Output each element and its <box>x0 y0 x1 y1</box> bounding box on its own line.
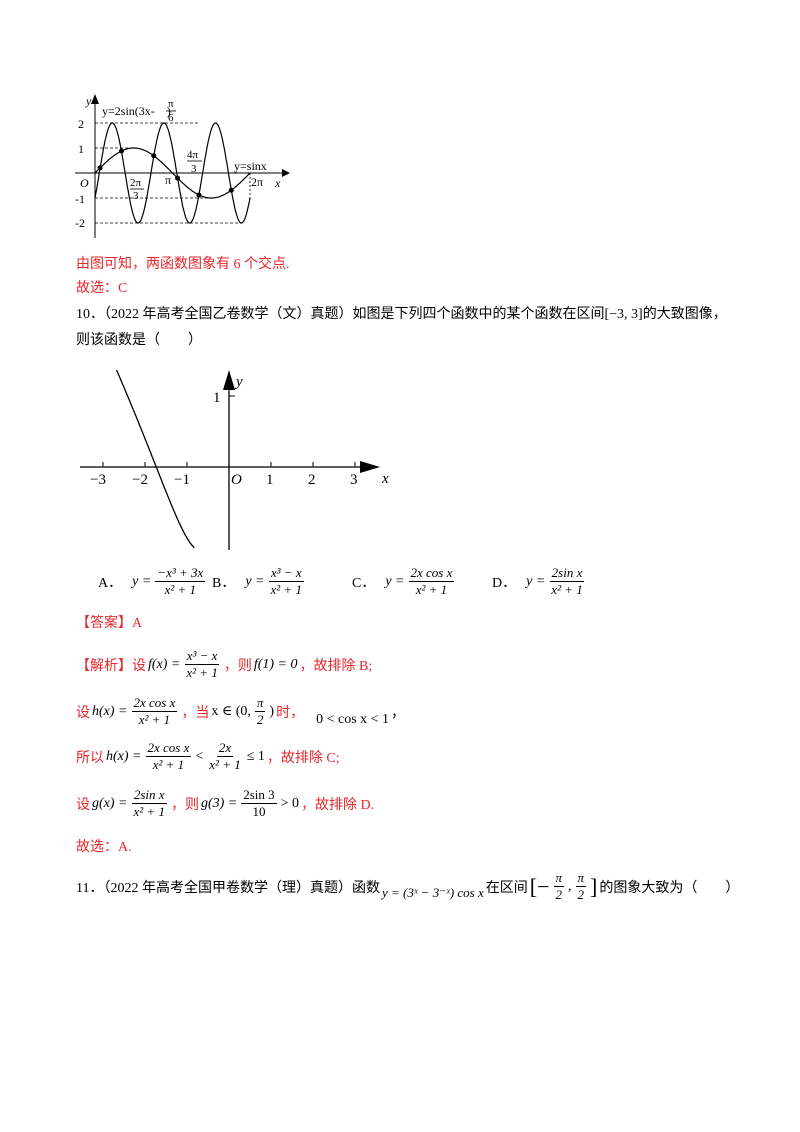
tick-pi: π <box>165 173 171 187</box>
tick-y: 1 <box>78 142 84 156</box>
analysis-choice: 故选：A. <box>76 840 132 855</box>
option-a[interactable]: A． y = −x³ + 3x x² + 1 <box>98 565 206 597</box>
tick-x: −1 <box>174 472 190 488</box>
q10-stem-2: 则该函数是（ ） <box>76 333 202 348</box>
curve1-frac-num: π <box>168 98 174 110</box>
x-label: x <box>274 176 281 190</box>
y-label: y <box>234 374 243 390</box>
q11-function: y = (3ˣ − 3⁻ˣ) cos x <box>381 884 484 900</box>
intersection-point <box>97 165 103 171</box>
tick-y: -1 <box>75 192 85 206</box>
option-b[interactable]: B． y = x³ − x x² + 1 <box>212 565 304 597</box>
tick-x: 3 <box>350 472 358 488</box>
curve2-label: y=sinx <box>234 159 267 173</box>
function-curve <box>115 370 195 549</box>
analysis-line-4: 设 g(x) = 2sin x x² + 1 ，则 g(3) = 2sin 3 10 > 0 ，故… <box>76 787 375 819</box>
y-axis-arrow-icon <box>223 370 235 390</box>
x-axis-arrow-icon <box>360 461 380 473</box>
tick-4pi-3: 4π <box>187 149 199 161</box>
tick-2pi: 2π <box>251 175 263 189</box>
intersection-point <box>118 148 124 154</box>
y-label: y <box>85 94 92 108</box>
tick-y: 2 <box>78 117 84 131</box>
curve1-frac-den: 6 <box>168 112 174 124</box>
x-axis-arrow-icon <box>282 169 290 177</box>
curve-2sin3x <box>94 122 251 224</box>
svg-text:3: 3 <box>191 163 197 175</box>
interval: [−3, 3] <box>604 307 643 322</box>
tick-2pi-3: 2π <box>130 177 142 189</box>
curve1-label: y=2sin(3x-) <box>102 104 171 118</box>
x-label: x <box>381 471 389 487</box>
intersection-point <box>175 175 181 181</box>
q9-conclusion: 由图可知，两函数图象有 6 个交点. <box>76 257 290 272</box>
tick-x: 2 <box>308 472 316 488</box>
tick-y: -2 <box>75 216 85 230</box>
analysis-line-2: 设 h(x) = 2x cos x x² + 1 ，当 x ∈ (0, π 2) 时， 0 < c… <box>76 695 406 727</box>
option-c[interactable]: C． y = 2x cos x x² + 1 <box>352 565 455 597</box>
analysis-line-1: 【解析】设 f(x) = x³ − x x² + 1 ，则 f(1) = 0 ，故排除 B; <box>76 648 373 680</box>
origin-label: O <box>231 472 242 488</box>
tick-x: −3 <box>90 472 106 488</box>
graph-q10: y x O 1 −3 −2 −1 1 2 3 <box>80 370 389 550</box>
tick-x: 1 <box>266 472 274 488</box>
q11-stem: 11．（2022 年高考全国甲卷数学（理）真题）函数 y = (3ˣ − 3⁻ˣ)… <box>76 870 740 902</box>
q10-stem: 10．（2022 年高考全国乙卷数学（文）真题）如图是下列四个函数中的某个函数在… <box>76 307 727 322</box>
intersection-points <box>97 148 234 198</box>
option-d[interactable]: D． y = 2sin x x² + 1 <box>492 565 585 597</box>
intersection-point <box>196 192 202 198</box>
intersection-point <box>228 187 234 193</box>
y-axis-arrow-icon <box>91 94 99 104</box>
analysis-line-3: 所以 h(x) = 2x cos x x² + 1 <2x x² + 1 ≤ 1 ，故排除 C… <box>76 740 340 772</box>
graph-sin-intersections: y x O y=2sin(3x-) π 6 y=sinx 2 1 -1 -2 2… <box>75 94 290 238</box>
origin-label: O <box>80 176 89 190</box>
svg-text:3: 3 <box>133 190 139 202</box>
q9-choice: 故选：C <box>76 281 128 296</box>
q10-answer: 【答案】A <box>76 616 143 631</box>
intersection-point <box>151 153 157 159</box>
tick-x: −2 <box>132 472 148 488</box>
tick-y-1: 1 <box>213 390 221 406</box>
